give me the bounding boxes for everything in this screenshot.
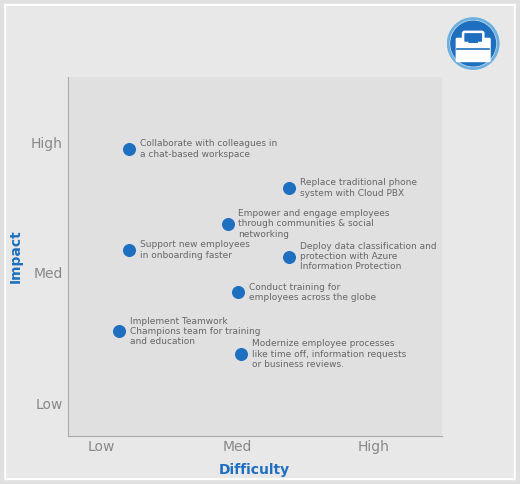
Point	[125, 145, 133, 153]
Point	[233, 288, 242, 296]
Point	[237, 350, 245, 358]
Text: Modernize employee processes
like time off, information requests
or business rev: Modernize employee processes like time o…	[252, 339, 406, 369]
Text: Conduct training for
employees across the globe: Conduct training for employees across th…	[249, 283, 376, 302]
FancyBboxPatch shape	[456, 38, 491, 62]
Y-axis label: Impact: Impact	[8, 229, 22, 284]
FancyBboxPatch shape	[463, 32, 483, 43]
X-axis label: Difficulty: Difficulty	[219, 463, 290, 477]
FancyBboxPatch shape	[469, 37, 478, 43]
Point	[125, 246, 133, 254]
Text: Replace traditional phone
system with Cloud PBX: Replace traditional phone system with Cl…	[300, 179, 417, 198]
Text: Support new employees
in onboarding faster: Support new employees in onboarding fast…	[140, 241, 250, 260]
Point	[114, 328, 123, 335]
Text: Collaborate with colleagues in
a chat-based workspace: Collaborate with colleagues in a chat-ba…	[140, 139, 277, 159]
Text: Empower and engage employees
through communities & social
networking: Empower and engage employees through com…	[239, 209, 390, 239]
Text: Implement Teamwork
Champions team for training
and education: Implement Teamwork Champions team for tr…	[129, 317, 260, 347]
Text: Deploy data classification and
protection with Azure
Information Protection: Deploy data classification and protectio…	[300, 242, 436, 272]
Circle shape	[451, 21, 496, 66]
Point	[224, 220, 232, 228]
Point	[284, 184, 293, 192]
Point	[284, 253, 293, 260]
